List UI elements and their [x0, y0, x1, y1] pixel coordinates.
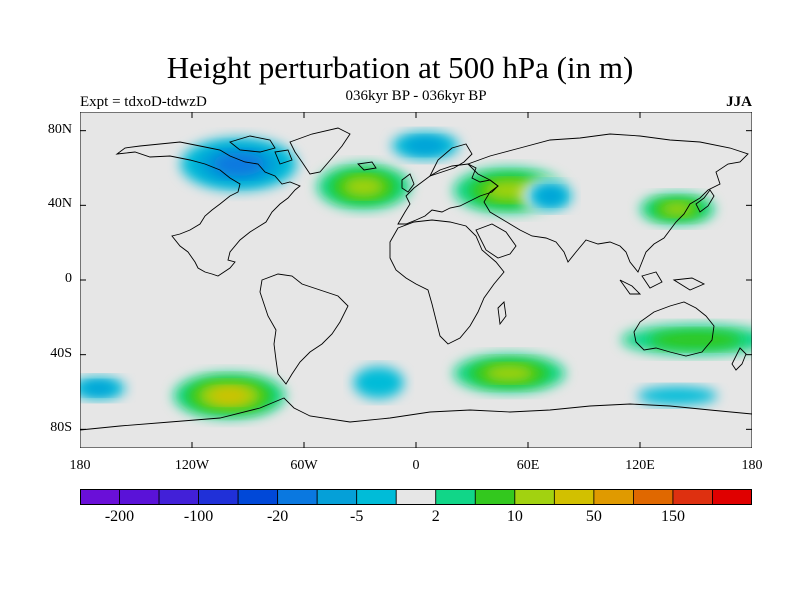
coastlines [80, 127, 752, 431]
colorbar-box [474, 489, 516, 505]
lon-label: 60E [516, 458, 540, 473]
map-panel [80, 112, 752, 448]
anomaly-east-asia-high [660, 202, 694, 216]
anomaly-south-pacific-low [82, 381, 116, 395]
colorbar [80, 489, 752, 505]
lat-label: 40S [50, 345, 72, 361]
colorbar-box [237, 489, 279, 505]
lat-label: 80N [47, 121, 72, 137]
anomaly-north-atlantic-high [342, 176, 385, 197]
lon-label: 180 [69, 458, 91, 473]
colorbar-box [80, 489, 120, 505]
lat-label: 0 [65, 271, 72, 286]
colorbar-label: -5 [350, 508, 364, 525]
colorbar-box [553, 489, 595, 505]
lat-label: 40N [47, 196, 72, 212]
lon-label: 120E [625, 458, 655, 473]
colorbar-box [593, 489, 634, 505]
anomaly-south-atlantic-low [353, 366, 404, 399]
colorbar-box [712, 489, 752, 505]
anomaly-south-ocean-low [637, 386, 718, 405]
colorbar-box [158, 489, 199, 505]
colorbar-box [119, 489, 160, 505]
lon-label: 120W [174, 458, 210, 473]
colorbar-box [356, 489, 397, 505]
colorbar-label: 10 [506, 508, 523, 525]
colorbar-box [672, 489, 713, 505]
anomaly-south-pacific-high [209, 387, 249, 404]
colorbar-box [198, 489, 239, 505]
chart-title: Height perturbation at 500 hPa (in m) [166, 50, 634, 85]
colorbar-box [435, 489, 476, 505]
colorbar-label: 150 [660, 508, 685, 525]
colorbar-box [316, 489, 358, 505]
colorbar-frame [80, 489, 752, 505]
anomaly-west-siberia-low [404, 137, 447, 154]
height-field [80, 126, 752, 419]
colorbar-box [514, 489, 555, 505]
anomaly-south-indian-high [484, 365, 535, 382]
longitude-ticks [80, 112, 752, 448]
colorbar-label: 2 [431, 508, 440, 525]
anomaly-arctic-canada-low [212, 152, 265, 176]
colorbar-box [277, 489, 318, 505]
colorbar-box [633, 489, 674, 505]
colorbar-label: -200 [104, 508, 135, 525]
season-label: JJA [726, 94, 752, 110]
experiment-label: Expt = tdxoD-tdwzD [80, 94, 207, 110]
anomaly-central-asia-low [537, 187, 564, 205]
lat-label: 80S [50, 420, 72, 436]
lon-label: 60W [290, 458, 318, 473]
anomaly-australia-high [650, 330, 742, 349]
colorbar-label: 50 [585, 508, 602, 525]
lon-label: 180 [741, 458, 763, 473]
chart-subtitle: 036kyr BP - 036kyr BP [345, 88, 487, 104]
lon-label: 0 [412, 458, 420, 473]
latitude-ticks [80, 130, 752, 430]
colorbar-box [395, 489, 437, 505]
colorbar-label: -100 [183, 508, 214, 525]
colorbar-label: -20 [266, 508, 289, 525]
